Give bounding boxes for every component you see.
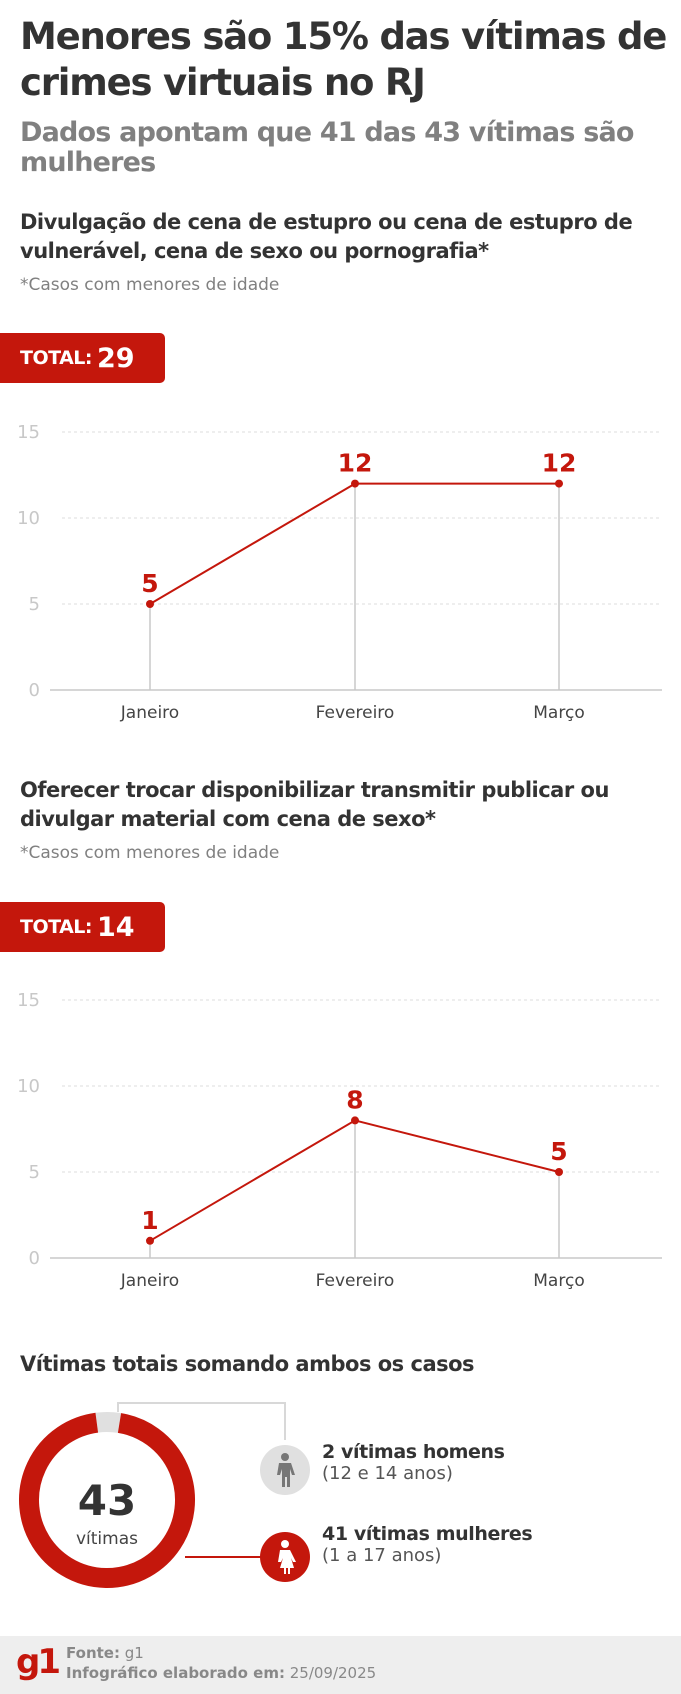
legend-female: 41 vítimas mulheres (1 a 17 anos) [322, 1523, 533, 1566]
male-head [281, 1453, 289, 1461]
legend-female-detail: (1 a 17 anos) [322, 1545, 442, 1566]
donut-center-value: 43 [78, 1476, 136, 1525]
x-tick-label: Março [533, 1271, 584, 1291]
footer-credits: Fonte: g1 Infográfico elaborado em: 25/0… [66, 1643, 376, 1683]
chart2-note: *Casos com menores de idade [20, 843, 280, 863]
line-chart-2: 0 5 10 15 1 8 5 Janeiro Fevereiro Março [17, 990, 662, 1291]
footer [0, 1636, 681, 1694]
y-tick-label: 0 [29, 680, 40, 701]
male-person-icon [277, 1453, 295, 1487]
total-label: TOTAL: [20, 347, 93, 369]
line-chart-1: 0 5 10 15 5 12 12 Janeiro Fevereiro Março [17, 422, 662, 723]
y-tick-label: 5 [29, 1162, 40, 1183]
legend-male: 2 vítimas homens (12 e 14 anos) [322, 1441, 505, 1484]
chart2-title: Oferecer trocar disponibilizar transmiti… [20, 778, 609, 831]
data-label: 1 [141, 1206, 158, 1235]
data-point [555, 479, 563, 488]
y-tick-label: 15 [17, 990, 40, 1011]
data-point [146, 600, 154, 608]
source-label: Fonte: [66, 1644, 120, 1662]
x-tick-label: Fevereiro [316, 1271, 395, 1291]
data-point [351, 479, 359, 488]
data-label: 12 [338, 449, 373, 478]
female-body [278, 1550, 296, 1574]
data-label: 8 [346, 1085, 363, 1114]
source-value: g1 [124, 1644, 144, 1662]
chart2-total-badge: TOTAL: 14 [0, 902, 165, 952]
legend-male-label: 2 vítimas homens [322, 1441, 505, 1463]
data-point [555, 1168, 563, 1176]
legend-female-label: 41 vítimas mulheres [322, 1523, 533, 1545]
g1-logo: g1 [16, 1642, 61, 1682]
donut-slice [19, 1412, 195, 1588]
page-title: Menores são 15% das vítimas de crimes vi… [20, 15, 667, 104]
chart1-title: Divulgação de cena de estupro ou cena de… [20, 210, 633, 263]
total-label: TOTAL: [20, 916, 93, 938]
x-tick-label: Janeiro [120, 1271, 179, 1291]
date-value: 25/09/2025 [289, 1664, 377, 1682]
page-subtitle: Dados apontam que 41 das 43 vítimas são … [20, 117, 634, 178]
male-connector [117, 1402, 286, 1440]
x-tick-label: Março [533, 703, 584, 723]
data-point [351, 1116, 359, 1125]
chart1-total-badge: TOTAL: 29 [0, 333, 165, 383]
donut-slice [95, 1412, 122, 1433]
data-label: 5 [550, 1137, 567, 1166]
total-value: 14 [97, 911, 135, 943]
donut-title: Vítimas totais somando ambos os casos [20, 1352, 475, 1376]
y-tick-label: 10 [17, 1076, 40, 1097]
donut-center-label: vítimas [76, 1529, 138, 1549]
donut-chart: 43 vítimas [19, 1402, 310, 1588]
y-tick-label: 0 [29, 1248, 40, 1269]
legend-male-detail: (12 e 14 anos) [322, 1463, 453, 1484]
female-person-icon [278, 1540, 296, 1574]
y-tick-label: 5 [29, 594, 40, 615]
chart1-note: *Casos com menores de idade [20, 275, 280, 295]
x-tick-label: Fevereiro [316, 703, 395, 723]
female-head [281, 1540, 289, 1548]
y-tick-label: 15 [17, 422, 40, 443]
y-tick-label: 10 [17, 508, 40, 529]
data-point [146, 1236, 154, 1245]
date-label: Infográfico elaborado em: [66, 1664, 285, 1682]
x-tick-label: Janeiro [120, 703, 179, 723]
total-value: 29 [97, 342, 135, 374]
data-label: 12 [542, 449, 577, 478]
male-body [277, 1463, 295, 1487]
data-label: 5 [141, 569, 158, 598]
